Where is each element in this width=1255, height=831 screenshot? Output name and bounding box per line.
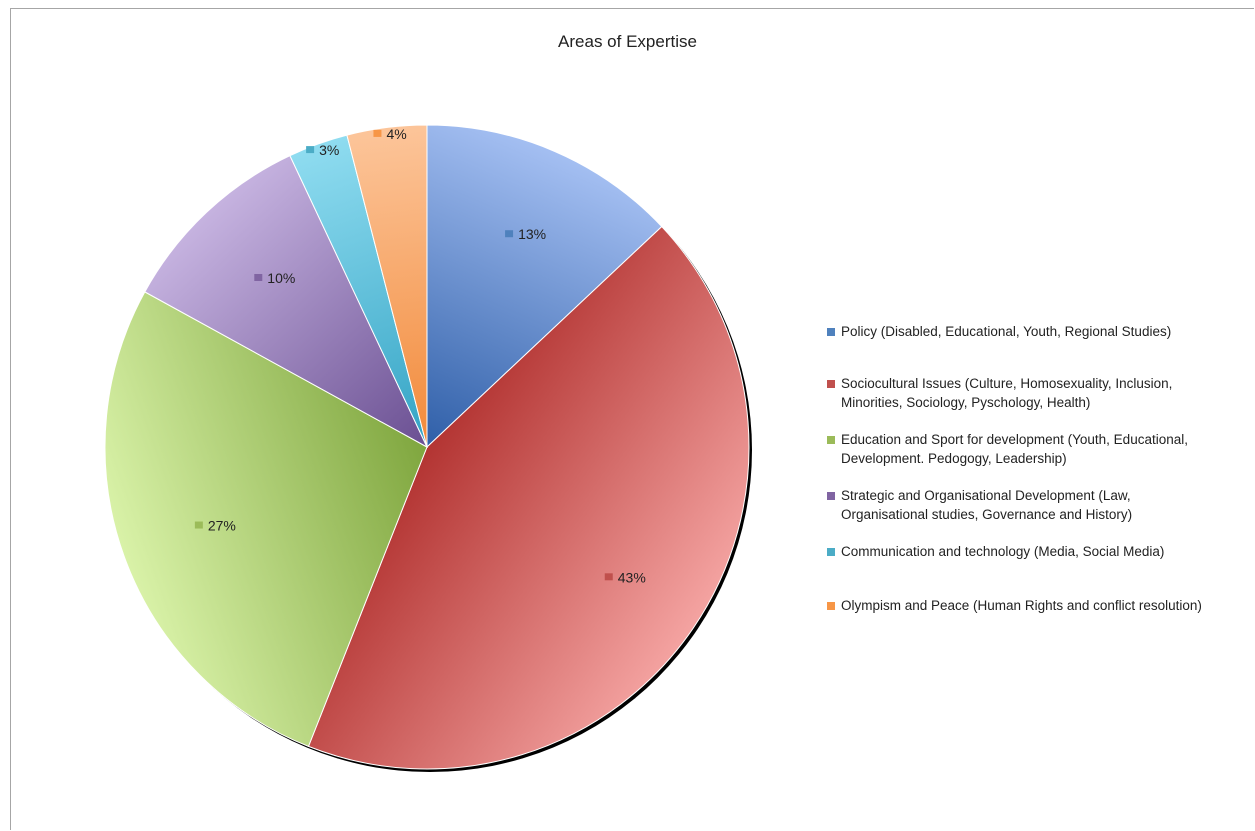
legend-label-line: Development. Pedogogy, Leadership) xyxy=(841,451,1067,466)
data-label-text: 13% xyxy=(518,226,546,242)
data-label-marker xyxy=(306,146,315,154)
legend-label-line: Sociocultural Issues (Culture, Homosexua… xyxy=(841,376,1173,391)
pie-slice-6 xyxy=(346,124,428,448)
legend-swatch xyxy=(827,328,835,336)
legend-swatch xyxy=(827,380,835,388)
pie-slice-3 xyxy=(104,291,428,748)
data-label-text: 4% xyxy=(386,126,406,142)
data-label-text: 27% xyxy=(208,518,236,534)
legend-swatch xyxy=(827,436,835,444)
chart-title: Areas of Expertise xyxy=(558,32,697,51)
legend-item-3: Education and Sport for development (You… xyxy=(826,430,1188,468)
data-label-text: 43% xyxy=(618,569,646,585)
data-label-marker xyxy=(194,521,203,529)
pie-slices xyxy=(104,124,750,770)
data-label-2: 43% xyxy=(604,569,646,585)
pie-slice-1 xyxy=(426,124,663,449)
pie-slice-2 xyxy=(307,225,750,770)
legend-label-line: Olympism and Peace (Human Rights and con… xyxy=(841,598,1202,613)
data-label-marker xyxy=(505,230,514,238)
data-label-3: 27% xyxy=(194,518,236,534)
legend-label-line: Organisational studies, Governance and H… xyxy=(841,507,1133,522)
legend-swatch xyxy=(827,548,835,556)
pie-data-labels: 13% 43% 27% 10% 3% 4% xyxy=(194,126,646,585)
data-label-text: 3% xyxy=(319,142,339,158)
legend-item-2: Sociocultural Issues (Culture, Homosexua… xyxy=(826,374,1172,412)
data-label-marker xyxy=(373,129,382,137)
legend-swatch xyxy=(827,492,835,500)
legend-swatch xyxy=(827,602,835,610)
legend-item-5: Communication and technology (Media, Soc… xyxy=(826,542,1164,561)
data-label-6: 4% xyxy=(373,126,407,142)
legend-label-line: Minorities, Sociology, Pyschology, Healt… xyxy=(841,395,1091,410)
legend-item-1: Policy (Disabled, Educational, Youth, Re… xyxy=(826,322,1171,341)
data-label-text: 10% xyxy=(267,270,295,286)
data-label-marker xyxy=(254,273,263,281)
legend-label-line: Communication and technology (Media, Soc… xyxy=(841,544,1165,559)
data-label-marker xyxy=(604,573,613,581)
legend-label-line: Policy (Disabled, Educational, Youth, Re… xyxy=(841,324,1172,339)
pie-slice-4 xyxy=(144,154,429,449)
legend-label-line: Education and Sport for development (You… xyxy=(841,432,1188,447)
data-label-1: 13% xyxy=(505,226,546,242)
legend-label-line: Strategic and Organisational Development… xyxy=(841,488,1131,503)
data-label-4: 10% xyxy=(254,270,295,286)
legend-item-6: Olympism and Peace (Human Rights and con… xyxy=(826,596,1202,615)
data-label-5: 3% xyxy=(306,142,339,158)
legend-item-4: Strategic and Organisational Development… xyxy=(826,486,1132,524)
chart-frame xyxy=(10,8,1254,830)
